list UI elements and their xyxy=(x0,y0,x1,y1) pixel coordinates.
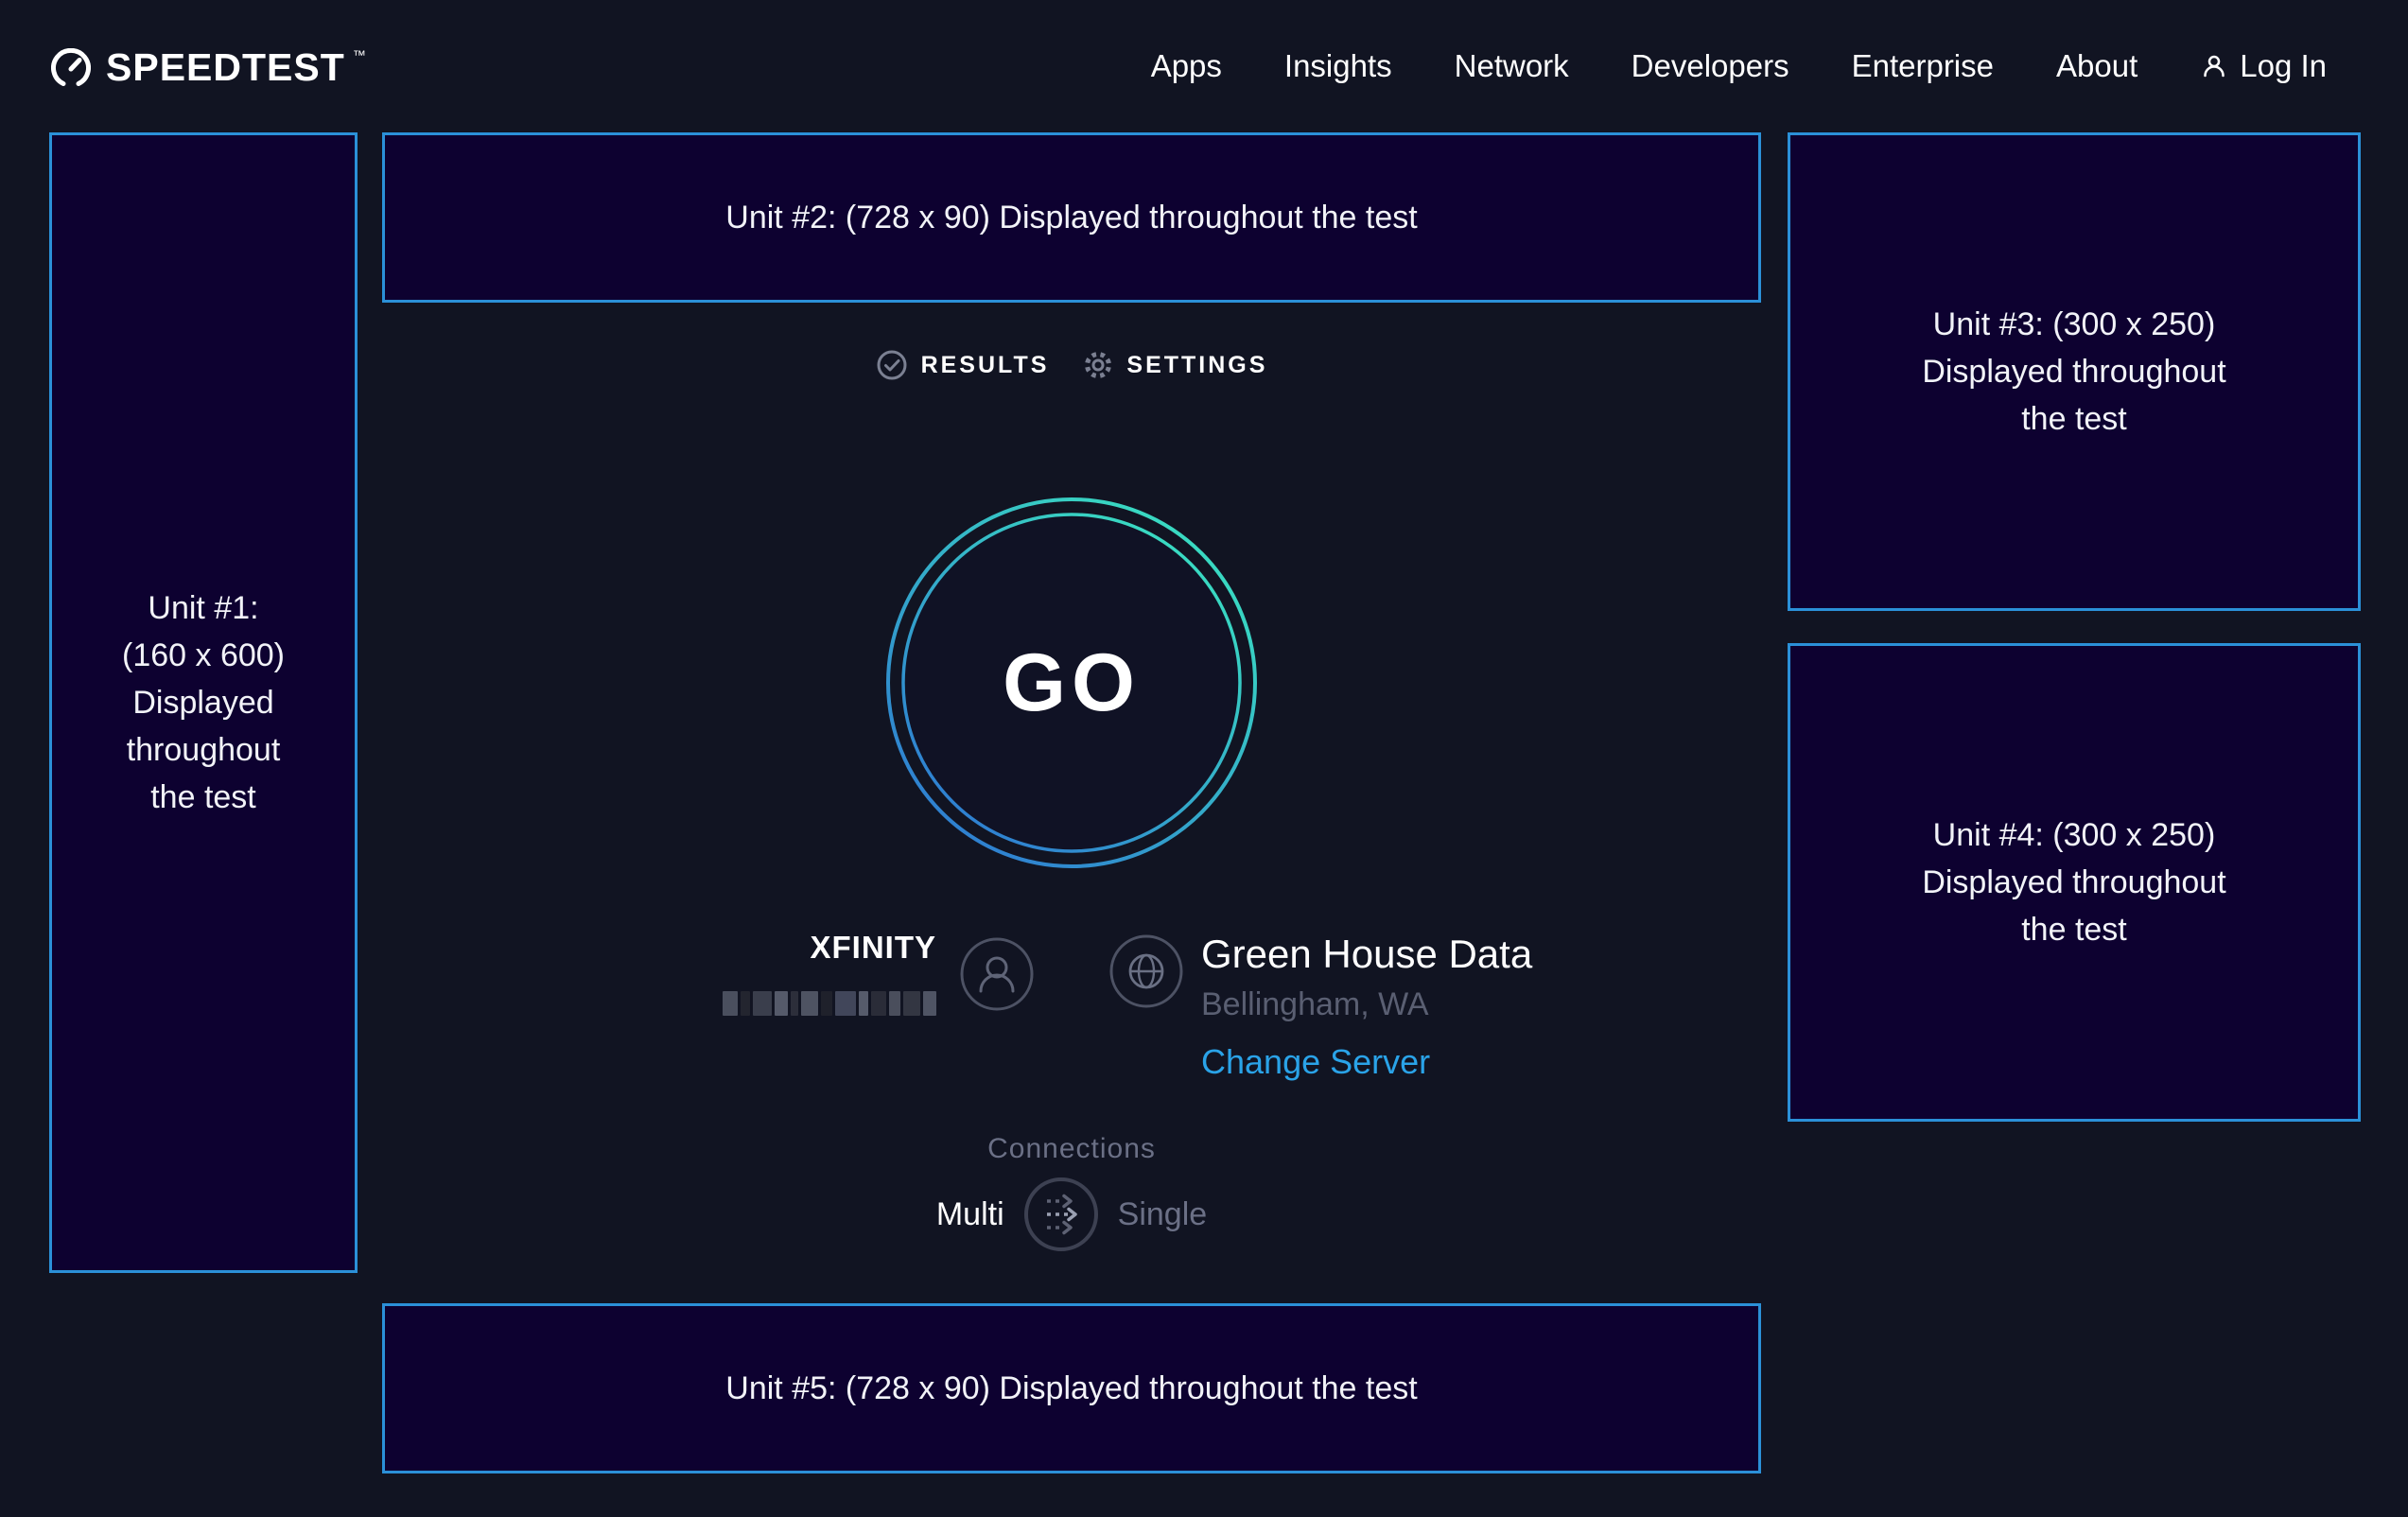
redacted-ip xyxy=(662,991,936,1016)
go-button[interactable]: GO xyxy=(881,492,1263,874)
server-info: Green House Data Bellingham, WA Change S… xyxy=(1201,931,1532,1084)
connections-option-single[interactable]: Single xyxy=(1117,1195,1208,1232)
globe-icon xyxy=(1108,933,1184,1009)
results-label: RESULTS xyxy=(920,351,1050,378)
main-nav: Apps Insights Network Developers Enterpr… xyxy=(1151,38,2327,95)
connections-option-multi[interactable]: Multi xyxy=(935,1195,1004,1232)
ad-unit-4-text: Unit #4: (300 x 250) Displayed throughou… xyxy=(1922,817,2226,948)
tab-settings[interactable]: SETTINGS xyxy=(1083,350,1267,380)
speedometer-icon xyxy=(51,47,91,86)
nav-enterprise[interactable]: Enterprise xyxy=(1851,48,1994,83)
change-server-link[interactable]: Change Server xyxy=(1201,1042,1431,1081)
provider-info: XFINITY xyxy=(662,929,936,1016)
nav-insights[interactable]: Insights xyxy=(1283,48,1392,83)
check-circle-icon xyxy=(877,350,907,380)
nav-login[interactable]: Log In xyxy=(2200,48,2327,84)
login-label: Log In xyxy=(2240,48,2327,83)
result-settings-tabs: RESULTS SETTINGS xyxy=(382,346,1761,384)
ad-unit-3[interactable]: Unit #3: (300 x 250) Displayed throughou… xyxy=(1788,132,2361,611)
ad-unit-1-text: Unit #1: (160 x 600) Displayed throughou… xyxy=(122,590,285,815)
multi-connections-icon xyxy=(1023,1177,1098,1251)
connections-toggle[interactable] xyxy=(1023,1177,1099,1252)
server-name: Green House Data xyxy=(1201,932,1533,976)
speedtest-logo[interactable]: SPEEDTEST ™ xyxy=(51,45,366,90)
nav-about[interactable]: About xyxy=(2056,48,2138,83)
tab-results[interactable]: RESULTS xyxy=(876,349,1050,381)
settings-label: SETTINGS xyxy=(1126,351,1268,378)
ad-unit-5[interactable]: Unit #5: (728 x 90) Displayed throughout… xyxy=(382,1303,1761,1473)
provider-user-icon xyxy=(959,936,1035,1012)
provider-name: XFINITY xyxy=(810,930,936,965)
logo-text: SPEEDTEST xyxy=(106,45,345,89)
gear-icon xyxy=(1085,352,1112,378)
logo-trademark: ™ xyxy=(352,47,366,62)
go-ring xyxy=(886,497,1257,868)
user-icon xyxy=(2204,55,2225,78)
ad-unit-4[interactable]: Unit #4: (300 x 250) Displayed throughou… xyxy=(1788,643,2361,1122)
go-label: GO xyxy=(1003,636,1141,728)
connections-label: Connections xyxy=(987,1133,1156,1164)
ad-unit-2-text: Unit #2: (728 x 90) Displayed throughout… xyxy=(725,200,1418,235)
connections-row: Multi Single xyxy=(382,1177,1761,1252)
ad-unit-3-text: Unit #3: (300 x 250) Displayed throughou… xyxy=(1922,306,2226,437)
nav-network[interactable]: Network xyxy=(1454,48,1569,83)
server-location: Bellingham, WA xyxy=(1201,986,1429,1022)
ad-unit-2[interactable]: Unit #2: (728 x 90) Displayed throughout… xyxy=(382,132,1761,303)
ad-unit-5-text: Unit #5: (728 x 90) Displayed throughout… xyxy=(725,1370,1418,1406)
nav-apps[interactable]: Apps xyxy=(1150,48,1222,83)
ad-unit-1[interactable]: Unit #1: (160 x 600) Displayed throughou… xyxy=(49,132,358,1273)
nav-developers[interactable]: Developers xyxy=(1631,48,1789,83)
